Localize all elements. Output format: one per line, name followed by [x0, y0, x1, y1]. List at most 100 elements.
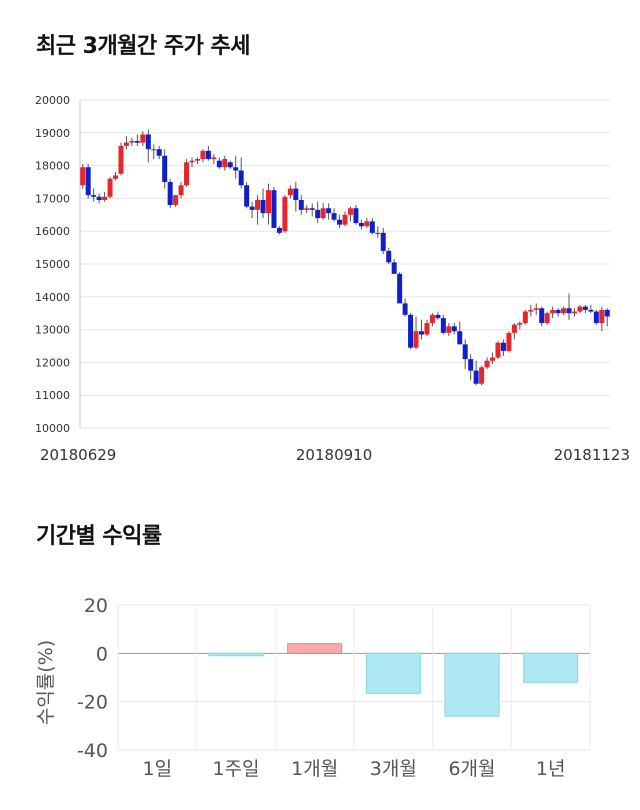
candle-body — [113, 175, 119, 179]
candle-body — [134, 141, 140, 143]
return-bar — [208, 652, 264, 657]
y-tick-label: 16000 — [35, 225, 70, 238]
candle-body — [337, 219, 343, 225]
candle-body — [593, 311, 599, 324]
candle-body — [287, 188, 293, 196]
y-axis-label: 수익률(%) — [35, 640, 57, 725]
candle-body — [260, 200, 266, 214]
candle-body — [320, 208, 326, 219]
candle-body — [227, 162, 233, 168]
candle-body — [145, 134, 151, 150]
candle-body — [353, 208, 359, 223]
y-tick-label: -20 — [77, 692, 108, 714]
candle-body — [266, 190, 272, 214]
candle-body — [167, 182, 173, 205]
candle-body — [200, 150, 206, 160]
candle-body — [85, 167, 91, 196]
x-tick-label: 20180910 — [296, 446, 372, 464]
candle-body — [544, 313, 550, 324]
period-returns-chart: 20 0 -20 -40 수익률(%) 1일 1주일 1개월 3개월 6개월 1년 — [35, 595, 591, 780]
candle-body — [331, 213, 337, 220]
y-tick-label: 20 — [84, 595, 108, 617]
candle-body — [211, 157, 217, 160]
candle-body — [550, 309, 556, 314]
candle-body — [511, 324, 517, 333]
candle-body — [468, 359, 474, 371]
candle-body — [123, 142, 129, 146]
candle-body — [451, 326, 457, 332]
candle-body — [238, 170, 244, 186]
period-returns-title: 기간별 수익률 — [36, 524, 162, 549]
candle-body — [293, 188, 299, 201]
candle-body — [178, 185, 184, 196]
candle-body — [429, 314, 435, 324]
candle-body — [162, 155, 168, 182]
candle-body — [102, 196, 108, 201]
candle-body — [533, 308, 539, 310]
candle-body — [249, 206, 255, 210]
candle-body — [473, 370, 479, 384]
candle-body — [298, 200, 304, 210]
candle-body — [189, 160, 195, 163]
candle-body — [571, 311, 577, 314]
candle-body — [495, 342, 501, 358]
candle-body — [408, 314, 414, 348]
candle-body — [326, 208, 332, 214]
candle-body — [233, 167, 239, 171]
y-tick-label: 17000 — [35, 192, 70, 205]
candle-body — [424, 323, 430, 335]
y-tick-label: -40 — [77, 740, 108, 762]
candle-body — [282, 196, 288, 232]
candle-body — [342, 214, 348, 225]
candle-body — [173, 195, 179, 205]
candle-body — [588, 309, 594, 312]
candle-body — [582, 306, 588, 310]
y-tick-label: 20000 — [35, 94, 70, 107]
return-bar — [365, 652, 421, 694]
candle-body — [140, 134, 146, 143]
candle-body — [309, 208, 315, 210]
candle-body — [276, 227, 282, 233]
candle-body — [271, 190, 277, 228]
x-category-label: 1일 — [143, 758, 173, 780]
candle-body — [255, 200, 261, 210]
candle-body — [561, 308, 567, 314]
candle-body — [118, 145, 124, 174]
candle-body — [577, 306, 583, 312]
candle-body — [506, 332, 512, 351]
stock-trend-title: 최근 3개월간 주가 추세 — [36, 34, 250, 59]
candle-body — [604, 309, 610, 317]
candle-body — [522, 311, 528, 324]
candle-body — [358, 223, 364, 227]
candle-body — [194, 159, 200, 161]
candle-body — [528, 309, 534, 312]
candle-body — [435, 314, 441, 319]
candle-body — [347, 208, 353, 215]
candle-body — [566, 308, 572, 314]
candle-body — [244, 185, 250, 207]
y-tick-label: 11000 — [35, 389, 70, 402]
candle-body — [490, 357, 496, 361]
candle-body — [91, 195, 97, 197]
candle-body — [184, 162, 190, 186]
candle-body — [413, 331, 419, 348]
y-tick-label: 10000 — [35, 422, 70, 435]
candle-body — [555, 309, 561, 314]
return-bar — [287, 643, 343, 654]
y-tick-label: 14000 — [35, 291, 70, 304]
candle-body — [222, 159, 228, 168]
candle-body — [304, 208, 310, 210]
candle-body — [446, 326, 452, 333]
x-tick-label: 20180629 — [40, 446, 116, 464]
candle-body — [315, 209, 321, 219]
candle-body — [107, 178, 113, 197]
candle-body — [599, 309, 605, 324]
candle-body — [80, 167, 86, 186]
stock-trend-chart: 10000 11000 12000 13000 14000 15000 16000 17000… — [35, 94, 630, 464]
return-bar — [523, 652, 579, 683]
candle-body — [484, 360, 490, 368]
x-category-label: 1주일 — [212, 758, 259, 780]
candle-body — [539, 308, 545, 324]
candle-body — [129, 141, 135, 143]
candle-body — [397, 273, 403, 304]
